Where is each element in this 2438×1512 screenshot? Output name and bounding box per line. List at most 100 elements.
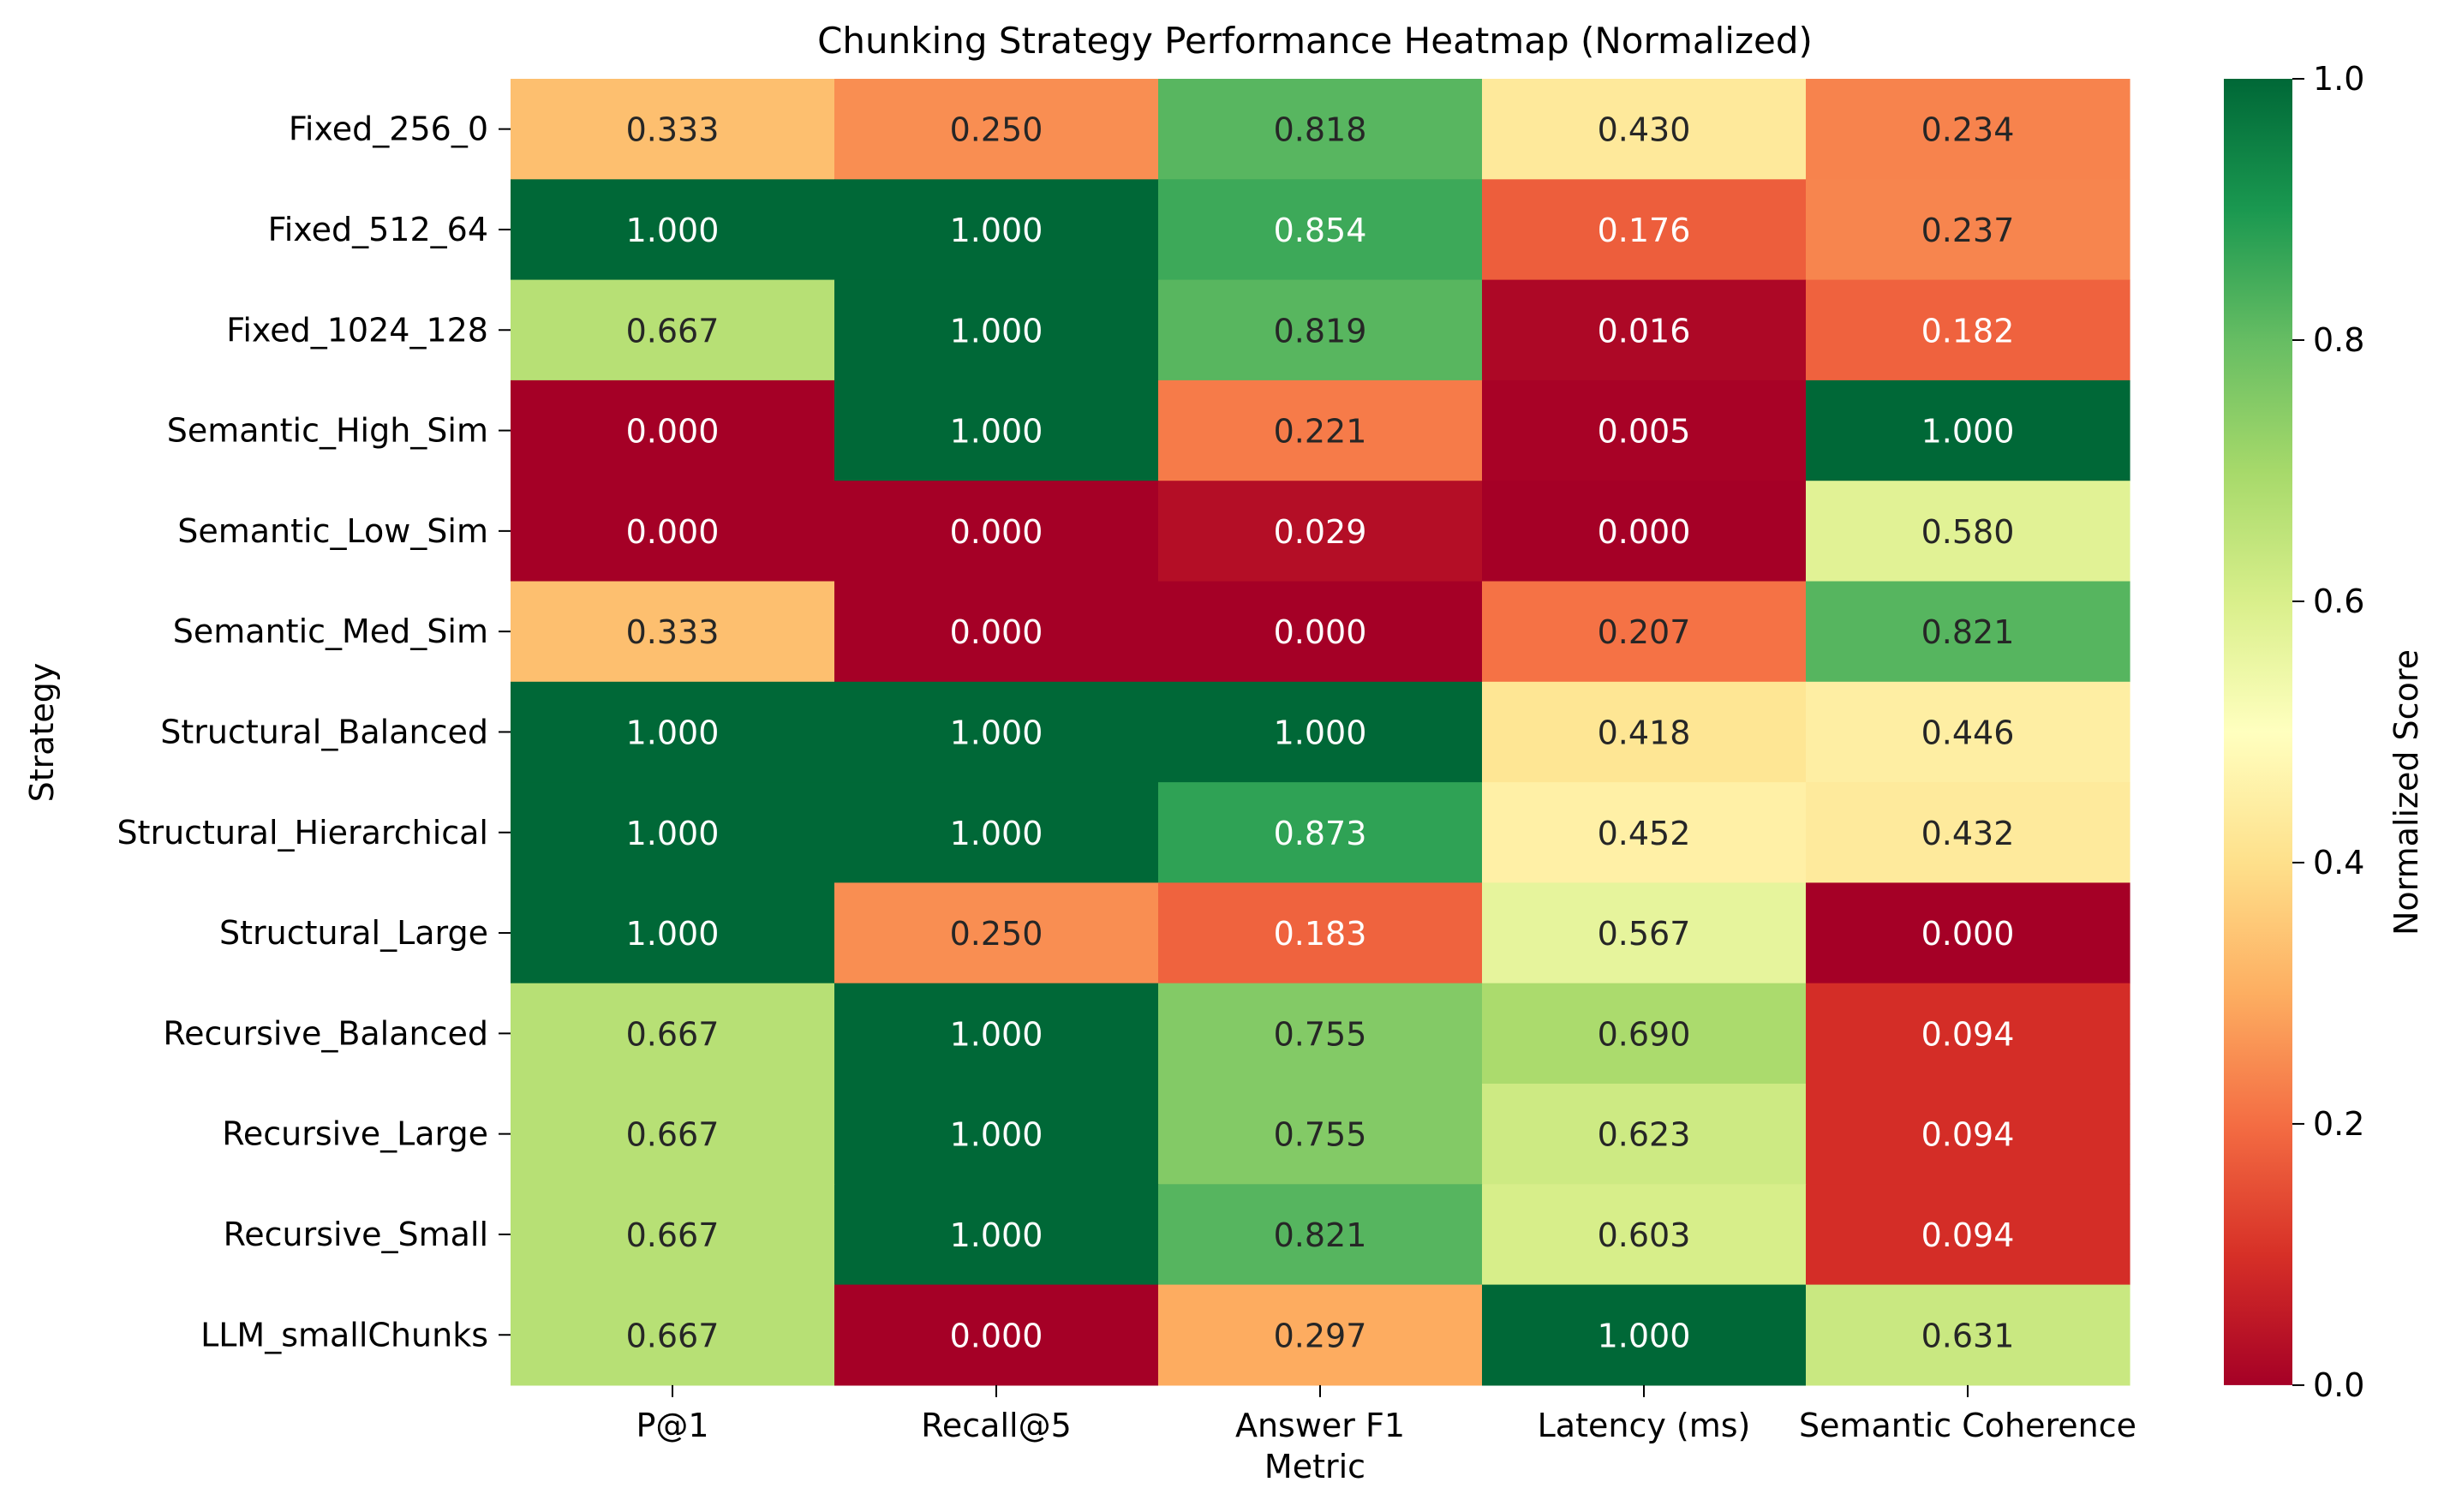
heatmap-cell	[834, 782, 1159, 883]
heatmap-cell-label: 0.667	[626, 312, 720, 350]
heatmap-cell	[1482, 581, 1807, 683]
heatmap-cell-label: 0.250	[950, 915, 1043, 953]
heatmap-cell-label: 0.237	[1921, 212, 2015, 249]
y-tick-label: Recursive_Large	[222, 1115, 488, 1153]
heatmap-cell-label: 0.854	[1274, 212, 1367, 249]
heatmap-cells	[511, 79, 2130, 1386]
heatmap-cell	[1806, 782, 2130, 883]
chart-title: Chunking Strategy Performance Heatmap (N…	[817, 20, 1813, 62]
heatmap-cell-label: 0.755	[1274, 1015, 1367, 1053]
heatmap-cell	[511, 279, 835, 381]
heatmap-cell	[1158, 1284, 1483, 1386]
heatmap-cell	[834, 983, 1159, 1085]
heatmap-cell	[1806, 882, 2130, 984]
heatmap-cell-label: 0.000	[950, 613, 1043, 651]
heatmap-cell-label: 1.000	[950, 1216, 1043, 1254]
heatmap-cell-label: 0.182	[1921, 312, 2015, 350]
heatmap-cell-label: 0.016	[1598, 312, 1691, 350]
heatmap-cell-label: 0.418	[1598, 714, 1691, 751]
heatmap-cell	[1806, 379, 2130, 481]
heatmap-cell-label: 0.207	[1598, 613, 1691, 651]
heatmap-cell	[1482, 1284, 1807, 1386]
heatmap-cell	[1806, 179, 2130, 281]
heatmap-cell	[511, 782, 835, 883]
heatmap-cell-label: 0.667	[626, 1317, 720, 1354]
heatmap-cell-label: 0.000	[1921, 915, 2015, 953]
heatmap-cell	[834, 1284, 1159, 1386]
x-tick-label: Recall@5	[921, 1407, 1072, 1444]
heatmap-cell-label: 0.094	[1921, 1116, 2015, 1154]
heatmap-cell	[834, 481, 1159, 583]
heatmap-cell-label: 1.000	[1598, 1317, 1691, 1354]
heatmap-cell	[1806, 1084, 2130, 1185]
heatmap-cell	[511, 681, 835, 783]
heatmap-cell-label: 0.623	[1598, 1116, 1691, 1154]
heatmap-cell-label: 0.819	[1274, 312, 1367, 350]
heatmap-cell-label: 0.221	[1274, 413, 1367, 451]
heatmap-cell-label: 0.446	[1921, 714, 2015, 751]
heatmap-cell-label: 0.094	[1921, 1015, 2015, 1053]
heatmap-cell	[1158, 581, 1483, 683]
heatmap-cell	[1482, 179, 1807, 281]
heatmap-cell-label: 0.430	[1598, 111, 1691, 149]
heatmap-cell-label: 0.029	[1274, 513, 1367, 551]
heatmap-cell-label: 0.183	[1274, 915, 1367, 953]
heatmap-cell-label: 0.000	[950, 513, 1043, 551]
heatmap-cell-label: 1.000	[626, 815, 720, 852]
heatmap-cell-label: 0.690	[1598, 1015, 1691, 1053]
x-axis: P@1 Recall@5 Answer F1 Latency (ms) Semantic…	[636, 1384, 2136, 1444]
heatmap-cell-label: 1.000	[626, 714, 720, 751]
heatmap-cell	[1158, 279, 1483, 381]
colorbar-gradient	[2224, 79, 2292, 1385]
heatmap-cell	[1482, 481, 1807, 583]
heatmap-cell-label: 0.000	[950, 1317, 1043, 1354]
heatmap-cell-label: 1.000	[950, 714, 1043, 751]
heatmap-cell	[1806, 1184, 2130, 1286]
heatmap-cell	[511, 581, 835, 683]
heatmap-cell-label: 0.000	[1274, 613, 1367, 651]
heatmap-cell	[1482, 681, 1807, 783]
y-tick-label: Semantic_Med_Sim	[173, 613, 488, 650]
heatmap-cell	[834, 279, 1159, 381]
y-tick-label: LLM_smallChunks	[200, 1316, 488, 1354]
y-tick-label: Fixed_1024_128	[226, 311, 488, 349]
heatmap-cell	[511, 1184, 835, 1286]
colorbar-tick-label: 0.8	[2313, 321, 2364, 359]
heatmap-cell	[834, 79, 1159, 180]
x-tick-label: Answer F1	[1235, 1407, 1405, 1444]
y-tick-label: Fixed_512_64	[268, 211, 488, 248]
heatmap-cell	[834, 581, 1159, 683]
heatmap-cell	[511, 379, 835, 481]
heatmap-cell	[1482, 882, 1807, 984]
heatmap-cell-label: 0.176	[1598, 212, 1691, 249]
y-axis: Fixed_256_0 Fixed_512_64 Fixed_1024_128 Sem…	[117, 111, 511, 1354]
x-tick-label: P@1	[636, 1407, 708, 1444]
heatmap-cell-label: 1.000	[626, 212, 720, 249]
heatmap-cell	[1806, 1284, 2130, 1386]
heatmap-cell	[1158, 1184, 1483, 1286]
y-tick-label: Structural_Hierarchical	[117, 814, 488, 852]
heatmap-cell-label: 0.094	[1921, 1216, 2015, 1254]
y-tick-label: Structural_Balanced	[160, 713, 488, 750]
heatmap-cell-label: 0.580	[1921, 513, 2015, 551]
colorbar-tick-label: 0.4	[2313, 844, 2364, 882]
heatmap-cell-label: 0.234	[1921, 111, 2015, 149]
heatmap-cell	[834, 379, 1159, 481]
colorbar-tick-label: 0.6	[2313, 583, 2364, 620]
colorbar: 0.0 0.2 0.4 0.6 0.8 1.0	[2224, 60, 2364, 1404]
y-axis-title: Strategy	[23, 663, 61, 803]
heatmap-cell	[1158, 681, 1483, 783]
heatmap-cell	[511, 481, 835, 583]
colorbar-title: Normalized Score	[2387, 649, 2425, 935]
heatmap-cell	[1158, 179, 1483, 281]
heatmap-cell	[511, 983, 835, 1085]
heatmap-cell-label: 0.821	[1274, 1216, 1367, 1254]
heatmap-cell-label: 1.000	[950, 1116, 1043, 1154]
y-tick-label: Structural_Large	[219, 914, 488, 952]
heatmap-cell	[511, 882, 835, 984]
heatmap-cell	[511, 79, 835, 180]
heatmap-cell	[1158, 882, 1483, 984]
heatmap-cell-label: 1.000	[626, 915, 720, 953]
heatmap-cell	[1482, 279, 1807, 381]
heatmap-cell	[1806, 983, 2130, 1085]
